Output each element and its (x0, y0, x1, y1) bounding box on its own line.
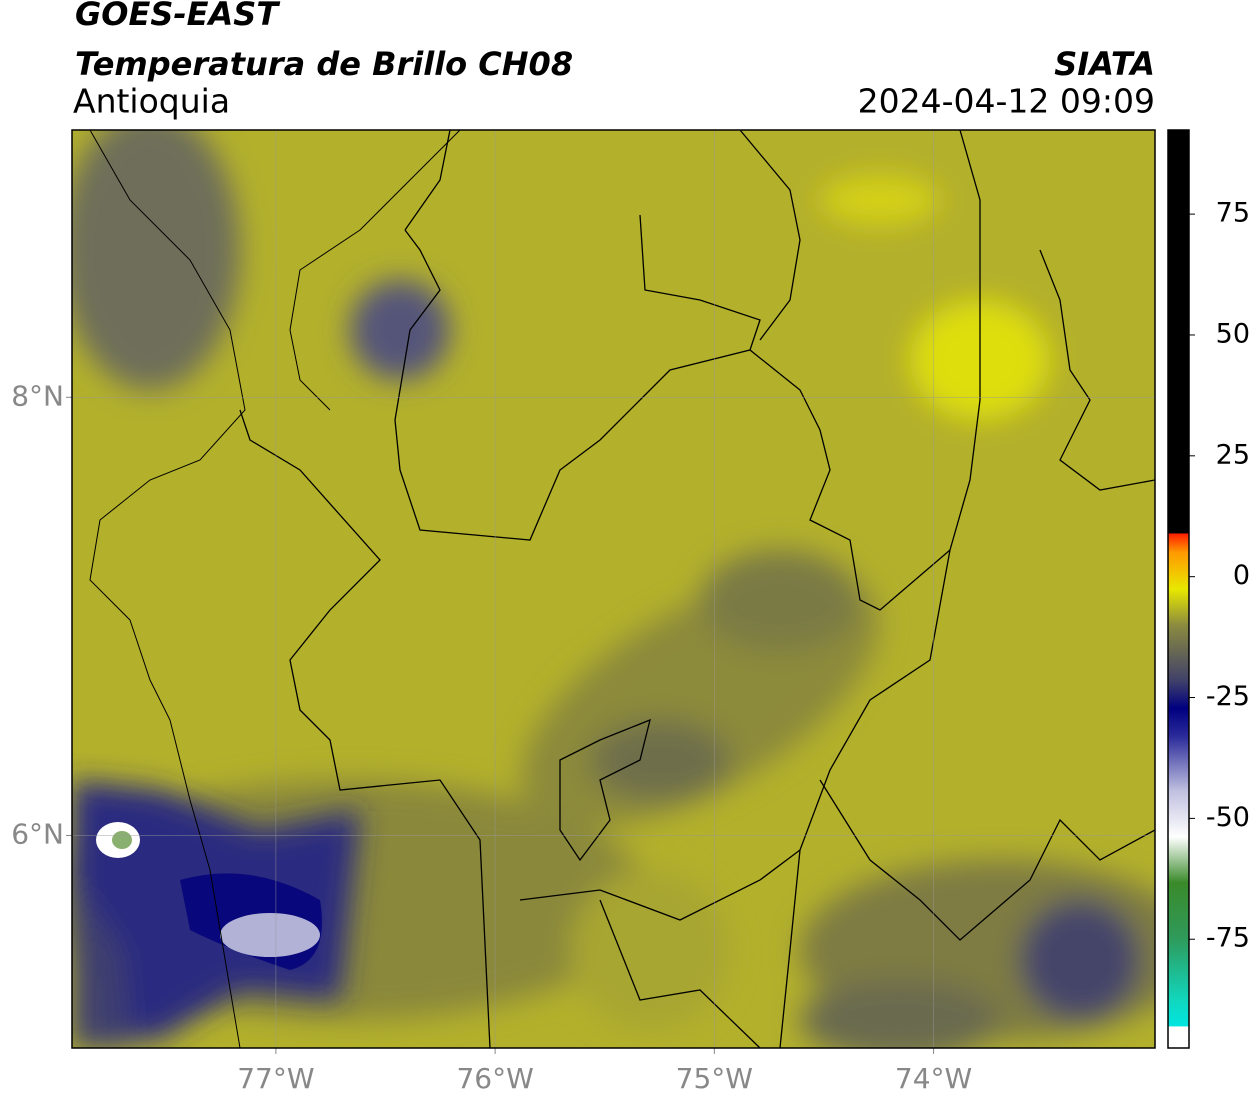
colorbar-tick-label: 75 (1216, 198, 1250, 229)
y-tick-label: 8°N (11, 379, 64, 412)
source: SIATA (1054, 45, 1155, 83)
x-tick-label: 74°W (895, 1062, 972, 1095)
graticule: 77°W 76°W 75°W 74°W 8°N 6°N (11, 130, 1155, 1095)
x-tick-label: 77°W (237, 1062, 314, 1095)
region: Antioquia (73, 82, 230, 121)
colorbar-ticks: 75 50 25 0 -25 -50 -75 (1189, 198, 1250, 954)
colorbar-tick-label: 50 (1216, 318, 1250, 349)
colorbar (1167, 129, 1190, 1049)
colorbar-tick-label: -75 (1206, 923, 1250, 954)
satellite-field (72, 130, 1155, 1048)
datetime: 2024-04-12 09:09 (858, 82, 1155, 121)
y-tick-label: 6°N (11, 817, 64, 850)
colorbar-tick-label: -25 (1206, 681, 1250, 712)
subtitle: Temperatura de Brillo CH08 (75, 45, 573, 83)
title: GOES-EAST (75, 0, 280, 33)
colorbar-tick-label: -50 (1206, 802, 1250, 833)
x-tick-label: 76°W (456, 1062, 533, 1095)
colorbar-tick-label: 0 (1233, 560, 1250, 591)
colorbar-tick-label: 25 (1216, 439, 1250, 470)
x-tick-label: 75°W (676, 1062, 753, 1095)
map-frame (71, 129, 1156, 1049)
